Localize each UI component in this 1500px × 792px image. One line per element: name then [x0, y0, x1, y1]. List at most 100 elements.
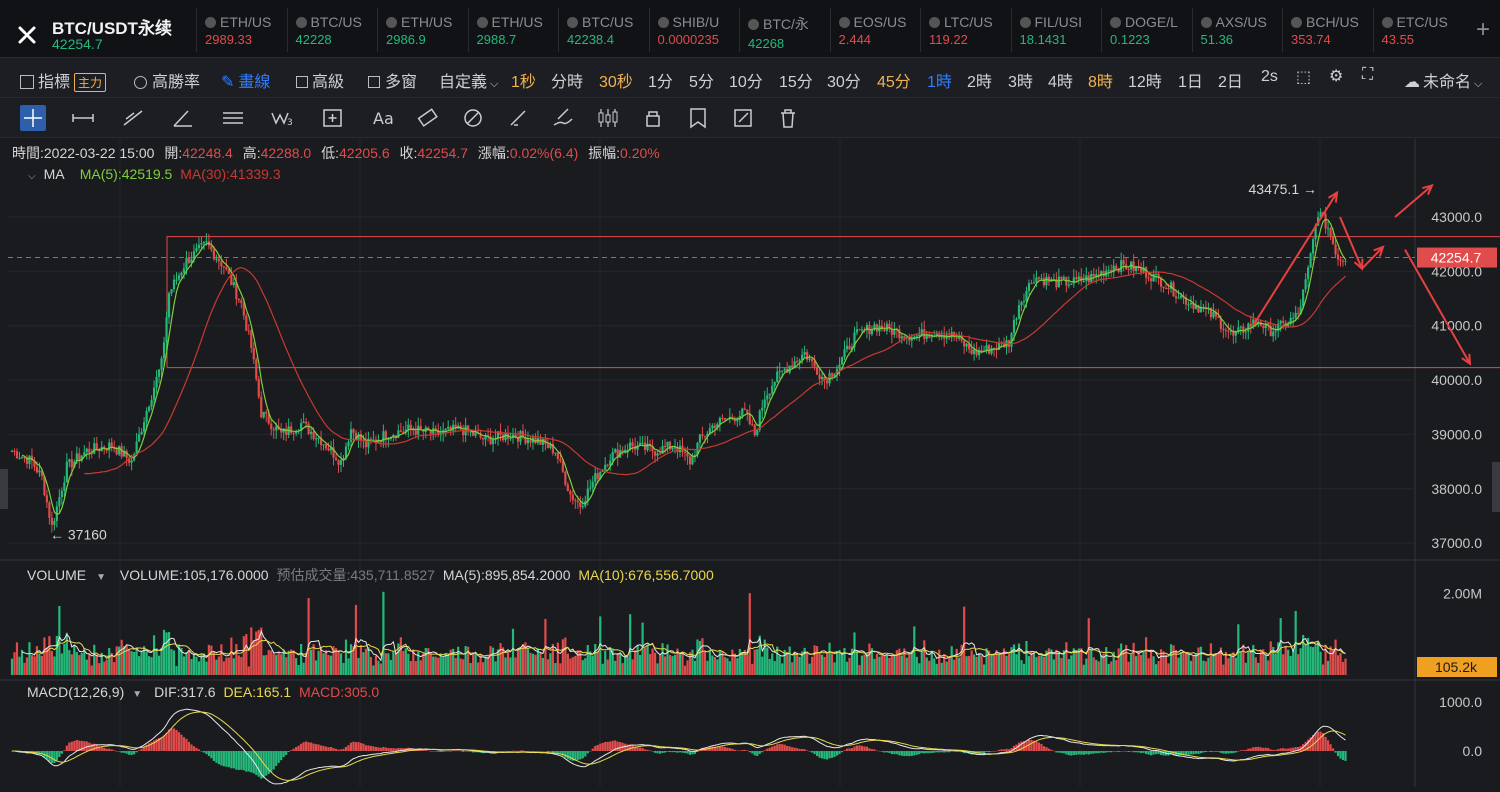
chevron-down-icon[interactable]: ▼ — [96, 572, 107, 583]
volume-legend[interactable]: VOLUME ▼ VOLUME:105,176.0000 预估成交量:435,71… — [27, 565, 714, 585]
macd-histogram-bar — [382, 746, 385, 751]
advanced-button[interactable]: 高級 — [296, 68, 344, 92]
volume-bar — [347, 658, 350, 675]
measure-box-icon[interactable] — [320, 105, 346, 131]
macd-histogram-bar — [195, 747, 198, 751]
edit-note-icon[interactable] — [730, 105, 756, 131]
candle-body — [688, 456, 692, 465]
interval-12[interactable]: 4時 — [1048, 74, 1073, 91]
ticker-tab[interactable]: AXS/US 51.36 — [1191, 8, 1280, 52]
draw-button[interactable]: ✎ 畫線 — [221, 68, 270, 92]
interval-14[interactable]: 12時 — [1128, 74, 1162, 91]
volume-bar — [1110, 661, 1113, 675]
candle-body — [987, 345, 991, 354]
layout-name-button[interactable]: ☁ 未命名 ⌵ — [1404, 68, 1482, 92]
screenshot-icon[interactable]: ⬚ — [1296, 69, 1312, 86]
interval-10[interactable]: 2時 — [967, 74, 992, 91]
multi-window-button[interactable]: 多窗 — [368, 68, 417, 92]
crosshair-icon[interactable] — [20, 105, 46, 131]
chart-area[interactable]: 43000.0 42000.0 41000.0 40000.0 39000.0 38000… — [0, 139, 1500, 787]
text-tool-icon[interactable]: Aa — [370, 105, 396, 131]
macd-histogram-bar — [776, 744, 779, 751]
ticker-tab[interactable]: ETH/US 2988.7 — [467, 8, 556, 52]
volume-bar — [1070, 655, 1073, 675]
interval-6[interactable]: 15分 — [779, 74, 813, 91]
interval-15[interactable]: 1日 — [1178, 74, 1203, 91]
interval-9[interactable]: 1時 — [927, 74, 952, 91]
fullscreen-icon[interactable]: ⛶ — [1362, 66, 1374, 83]
ticker-tab[interactable]: BTC/US 42238.4 — [558, 8, 646, 52]
settings-gear-icon[interactable]: ⚙ — [1329, 68, 1344, 85]
volume-bar — [195, 656, 198, 675]
ticker-tab[interactable]: SHIB/U 0.0000235 — [648, 8, 737, 52]
horizontal-line-icon[interactable] — [70, 105, 96, 131]
ticker-tab[interactable]: DOGE/L 0.1223 — [1101, 8, 1189, 52]
candle-body — [13, 450, 16, 452]
trash-icon[interactable] — [775, 105, 801, 131]
macd-legend[interactable]: MACD(12,26,9) ▼ DIF:317.6 DEA:165.1 MACD:… — [27, 684, 379, 700]
eraser-icon[interactable] — [505, 105, 531, 131]
candle-body — [910, 338, 913, 341]
indicators-button[interactable]: 指標 主力 — [20, 68, 107, 92]
candle-body — [472, 431, 475, 436]
ticker-tab[interactable]: BTC/永 42268 — [739, 8, 827, 52]
ticker-tab[interactable]: BCH/US 353.74 — [1282, 8, 1370, 52]
candlestick-chart[interactable]: 43000.042000.041000.040000.039000.038000… — [0, 139, 1500, 787]
interval-5[interactable]: 10分 — [729, 74, 763, 91]
macd-histogram-bar — [681, 751, 684, 753]
parallel-channel-icon[interactable] — [220, 105, 246, 131]
interval-11[interactable]: 3時 — [1008, 74, 1033, 91]
high-win-button[interactable]: 高勝率 — [134, 68, 200, 92]
brush-icon[interactable] — [550, 105, 576, 131]
wave-pattern-icon[interactable]: 3 — [270, 105, 296, 131]
macd-histogram-bar — [434, 751, 437, 752]
hide-icon[interactable] — [685, 105, 711, 131]
interval-7[interactable]: 30分 — [827, 74, 861, 91]
interval-17[interactable]: 2s — [1261, 68, 1278, 85]
volume-bar — [895, 650, 898, 675]
ma-legend[interactable]: ⌵ MA MA(5):42519.5 MA(30):41339.3 — [28, 166, 281, 182]
candle-pattern-icon[interactable] — [595, 105, 621, 131]
interval-13[interactable]: 8時 — [1088, 74, 1113, 91]
angle-icon[interactable] — [170, 105, 196, 131]
add-tab-icon[interactable]: + — [1475, 16, 1490, 43]
volume-bar — [130, 651, 133, 675]
interval-16[interactable]: 2日 — [1218, 74, 1243, 91]
trend-line-icon[interactable] — [120, 105, 146, 131]
macd-histogram-bar — [452, 750, 455, 752]
interval-0[interactable]: 1秒 — [511, 74, 536, 91]
custom-interval-dropdown[interactable]: 自定義 ⌵ — [439, 68, 498, 92]
volume-bar — [1272, 647, 1275, 675]
lock-icon[interactable] — [640, 105, 666, 131]
ticker-tab[interactable]: EOS/US 2.444 — [829, 8, 918, 52]
interval-3[interactable]: 1分 — [648, 74, 673, 91]
ticker-tab[interactable]: ETH/US 2989.33 — [196, 8, 284, 52]
main-symbol[interactable]: BTC/USDT永续 42254.7 — [10, 8, 200, 52]
ticker-tab[interactable]: FIL/USI 18.1431 — [1010, 8, 1099, 52]
ticker-tab[interactable]: BTC/US 42228 — [286, 8, 375, 52]
macd-histogram-bar — [467, 751, 470, 752]
interval-1[interactable]: 分時 — [551, 74, 584, 91]
ticker-symbol-label: FIL/USI — [1034, 14, 1082, 30]
macd-histogram-bar — [369, 745, 373, 751]
interval-2[interactable]: 30秒 — [599, 74, 633, 91]
chevron-down-icon[interactable]: ▼ — [132, 689, 143, 700]
magnet-icon[interactable] — [460, 105, 486, 131]
ticker-tab[interactable]: ETH/US 2986.9 — [377, 8, 465, 52]
candle-body — [275, 426, 278, 431]
interval-4[interactable]: 5分 — [689, 74, 714, 91]
macd-histogram-bar — [920, 751, 923, 754]
ruler-icon[interactable] — [415, 105, 441, 131]
candle-body — [160, 358, 163, 370]
macd-histogram-bar — [855, 745, 859, 751]
ticker-tab[interactable]: ETC/US 43.55 — [1372, 8, 1461, 52]
macd-histogram-bar — [559, 751, 562, 755]
chevron-down-icon[interactable]: ⌵ — [28, 171, 36, 182]
volume-bar — [68, 650, 71, 675]
interval-8[interactable]: 45分 — [877, 74, 911, 91]
macd-histogram-bar — [1100, 751, 1103, 753]
ticker-tab[interactable]: LTC/US 119.22 — [920, 8, 1008, 52]
macd-histogram-bar — [1147, 751, 1150, 755]
candle-body — [120, 446, 123, 457]
macd-histogram-bar — [781, 744, 784, 751]
